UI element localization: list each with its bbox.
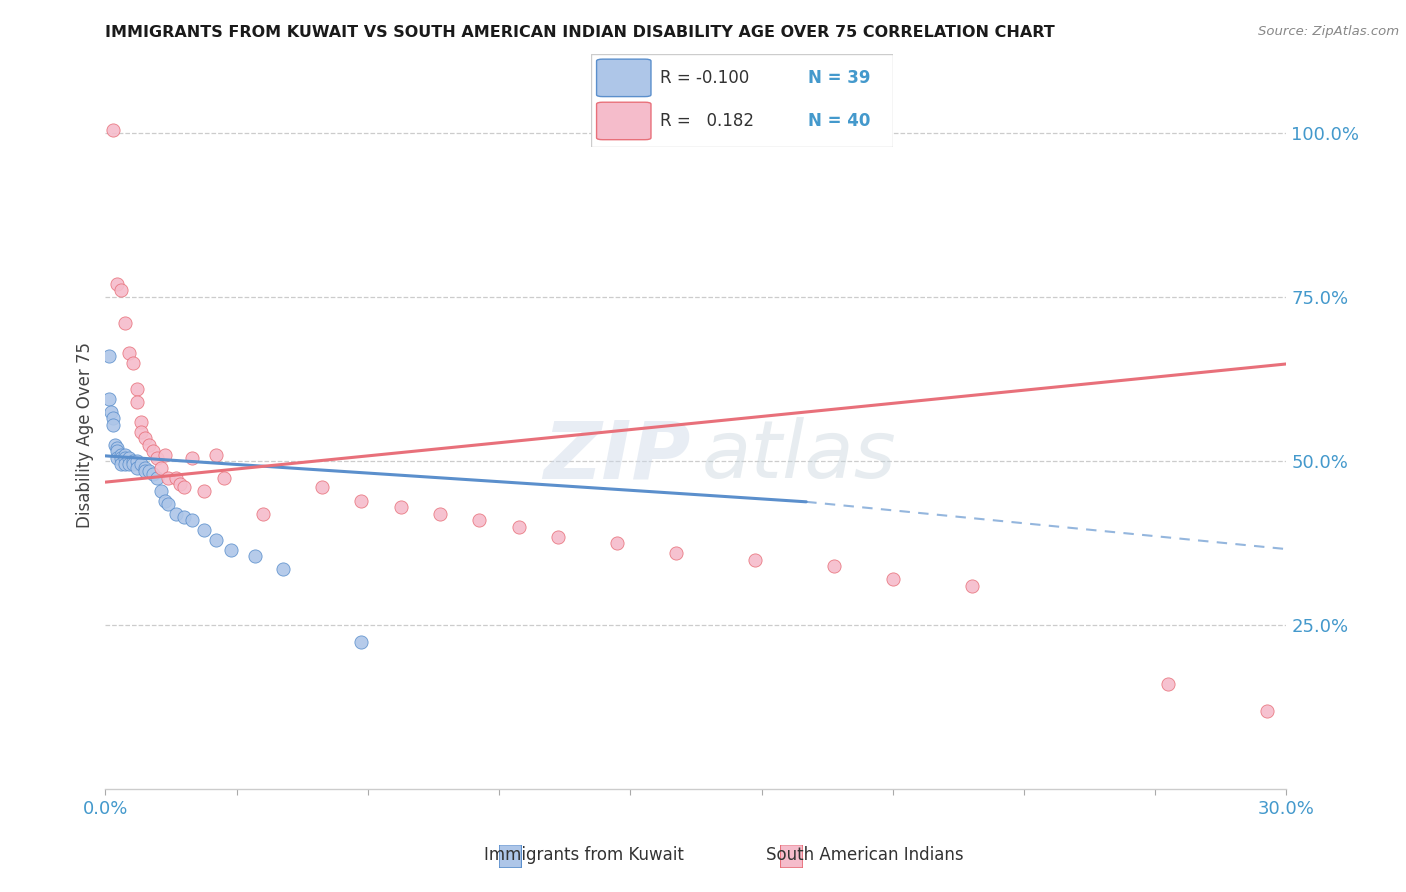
Point [181,513,204,527]
Point [142,467,165,482]
Point [142,444,165,458]
FancyBboxPatch shape [596,103,651,140]
Point [105,441,128,455]
Point [103,411,125,425]
Point [134,431,156,445]
Point [389,500,412,514]
Point [157,497,180,511]
Point [110,458,132,472]
Point [468,513,491,527]
Point [823,559,845,574]
Point [165,470,187,484]
Point [193,483,215,498]
Point [145,470,167,484]
Point [252,507,274,521]
Point [129,425,152,439]
Point [134,464,156,478]
Point [744,552,766,566]
Point [138,438,160,452]
Point [271,562,294,576]
Point [98,392,121,406]
Point [105,277,128,291]
Point [157,470,180,484]
Text: IMMIGRANTS FROM KUWAIT VS SOUTH AMERICAN INDIAN DISABILITY AGE OVER 75 CORRELATI: IMMIGRANTS FROM KUWAIT VS SOUTH AMERICAN… [105,25,1054,40]
Text: ZIP: ZIP [543,417,690,495]
Point [193,523,215,537]
Point [606,536,628,550]
Point [145,450,167,465]
FancyBboxPatch shape [499,845,522,868]
Point [169,477,191,491]
Point [508,520,530,534]
Text: Immigrants from Kuwait: Immigrants from Kuwait [484,846,683,863]
Point [118,345,141,359]
FancyBboxPatch shape [596,59,651,96]
Text: South American Indians: South American Indians [766,846,963,863]
FancyBboxPatch shape [780,845,803,868]
Point [122,356,145,370]
Point [110,448,132,462]
Text: N = 40: N = 40 [808,112,870,130]
Point [105,450,128,465]
Point [350,493,373,508]
Point [204,448,226,462]
Point [110,284,132,298]
Point [173,480,195,494]
FancyBboxPatch shape [591,54,893,147]
Point [122,454,145,468]
Point [181,450,204,465]
Point [138,464,160,478]
Y-axis label: Disability Age Over 75: Disability Age Over 75 [76,342,94,528]
Point [165,507,187,521]
Point [105,444,128,458]
Point [122,458,145,472]
Point [129,415,152,429]
Point [103,417,125,432]
Point [547,530,569,544]
Point [665,546,688,560]
Point [125,460,148,475]
Point [149,460,172,475]
Point [118,450,141,465]
Point [125,395,148,409]
Point [118,458,141,472]
Point [882,572,904,586]
Point [221,542,243,557]
Point [97,349,120,363]
Point [311,480,333,494]
Text: R =   0.182: R = 0.182 [659,112,754,130]
Point [125,454,148,468]
Point [204,533,226,547]
Point [243,549,266,564]
Text: N = 39: N = 39 [808,69,870,87]
Point [1157,677,1180,691]
Point [114,450,136,465]
Point [149,483,172,498]
Point [960,579,983,593]
Point [350,634,373,648]
Point [125,382,148,396]
Point [103,122,125,136]
Point [134,460,156,475]
Point [129,458,152,472]
Point [114,316,136,330]
Point [429,507,451,521]
Text: atlas: atlas [702,417,897,495]
Text: R = -0.100: R = -0.100 [659,69,749,87]
Point [1256,704,1278,718]
Point [153,493,176,508]
Point [100,405,122,419]
Point [114,448,136,462]
Text: Source: ZipAtlas.com: Source: ZipAtlas.com [1258,25,1399,38]
Point [153,448,176,462]
Point [212,470,235,484]
Point [114,458,136,472]
Point [104,438,127,452]
Point [173,510,195,524]
Point [110,450,132,465]
